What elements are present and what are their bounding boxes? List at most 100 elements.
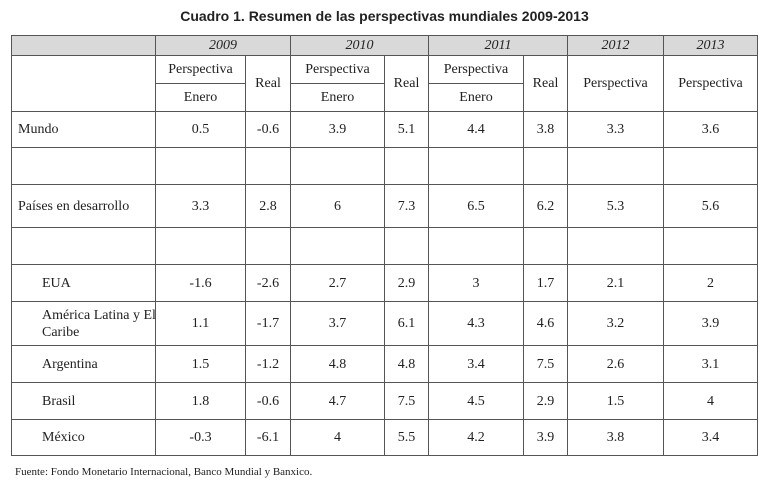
value-cell: 3.9 (290, 111, 385, 148)
empty-cell (155, 147, 246, 185)
value-cell: 3.7 (290, 301, 385, 346)
label-text: México (42, 430, 85, 445)
value-cell: 3.3 (155, 184, 246, 228)
subheader-row: Perspectiva Real Perspectiva Real Perspe… (11, 55, 758, 112)
perspectiva: Perspectiva (428, 55, 524, 84)
value-cell: 7.3 (384, 184, 429, 228)
empty-cell (384, 227, 429, 265)
value-cell: -1.2 (245, 345, 291, 383)
year: 2010 (290, 35, 429, 56)
value-cell: -0.3 (155, 419, 246, 456)
empty-cell (523, 227, 568, 265)
value-cell: -0.6 (245, 382, 291, 420)
empty-cell (155, 227, 246, 265)
empty-cell (523, 147, 568, 185)
data-row: EUA -1.6 -2.6 2.7 2.9 3 1.7 2.1 2 (11, 264, 758, 302)
value-cell: 5.5 (384, 419, 429, 456)
enero: Enero (428, 83, 524, 112)
row-label: América Latina y El Caribe (11, 301, 156, 346)
value-cell: 6.2 (523, 184, 568, 228)
value-cell: 2.9 (384, 264, 429, 302)
empty-cell (245, 227, 291, 265)
value-cell: 3.9 (663, 301, 758, 346)
empty-cell (567, 147, 664, 185)
value-cell: 2.7 (290, 264, 385, 302)
value-cell: 4.3 (428, 301, 524, 346)
value-cell: 3.9 (523, 419, 568, 456)
value-cell: -0.6 (245, 111, 291, 148)
table-title: Cuadro 1. Resumen de las perspectivas mu… (180, 8, 589, 24)
data-row: México -0.3 -6.1 4 5.5 4.2 3.9 3.8 3.4 (11, 419, 758, 456)
data-row: América Latina y El Caribe 1.1 -1.7 3.7 6.1 4… (11, 301, 758, 346)
value-cell: 1.7 (523, 264, 568, 302)
value-cell: -6.1 (245, 419, 291, 456)
empty-cell (428, 147, 524, 185)
row-label: EUA (11, 264, 156, 302)
value-cell: 7.5 (384, 382, 429, 420)
real: Real (245, 55, 291, 112)
empty-cell (290, 227, 385, 265)
value-cell: -2.6 (245, 264, 291, 302)
value-cell: 3.2 (567, 301, 664, 346)
row-label: Brasil (11, 382, 156, 420)
year: 2012 (567, 35, 664, 56)
value-cell: 4.8 (290, 345, 385, 383)
value-cell: 7.5 (523, 345, 568, 383)
value-cell: 4.4 (428, 111, 524, 148)
value-cell: 2.1 (567, 264, 664, 302)
data-table: 2009 2010 2011 2012 2013 Perspectiva Rea… (11, 35, 758, 456)
value-cell: 3.8 (567, 419, 664, 456)
value-cell: 3.8 (523, 111, 568, 148)
label-text: EUA (42, 275, 71, 291)
blank-cell (11, 55, 156, 112)
value-cell: 4 (663, 382, 758, 420)
empty-row (11, 147, 758, 185)
value-cell: 3.3 (567, 111, 664, 148)
value-cell: -1.6 (155, 264, 246, 302)
label-text: América Latina y El Caribe (42, 307, 156, 340)
year-row: 2009 2010 2011 2012 2013 (11, 35, 758, 56)
value-cell: 1.5 (567, 382, 664, 420)
empty-cell (428, 227, 524, 265)
perspectiva: Perspectiva (663, 55, 758, 112)
real: Real (523, 55, 568, 112)
empty-cell (567, 227, 664, 265)
source-note: Fuente: Fondo Monetario Internacional, B… (15, 466, 313, 478)
value-cell: 5.1 (384, 111, 429, 148)
value-cell: 3 (428, 264, 524, 302)
value-cell: 6.1 (384, 301, 429, 346)
data-row: Brasil 1.8 -0.6 4.7 7.5 4.5 2.9 1.5 4 (11, 382, 758, 420)
data-row: Países en desarrollo 3.3 2.8 6 7.3 6.5 6.2 5.3 5… (11, 184, 758, 228)
label-text: Mundo (18, 122, 59, 137)
label-text: Brasil (42, 393, 76, 409)
year: 2009 (155, 35, 291, 56)
corner-cell (11, 35, 156, 56)
subheader-row: Enero Enero Enero (12, 83, 758, 112)
empty-cell (663, 147, 758, 185)
value-cell: 3.6 (663, 111, 758, 148)
value-cell: 4.6 (523, 301, 568, 346)
data-row: Mundo 0.5 -0.6 3.9 5.1 4.4 3.8 3.3 3.6 (11, 111, 758, 148)
label-text: Países en desarrollo (18, 198, 130, 214)
row-label: Países en desarrollo (11, 184, 156, 228)
value-cell: 0.5 (155, 111, 246, 148)
data-row: Argentina 1.5 -1.2 4.8 4.8 3.4 7.5 2.6 3.1 (11, 345, 758, 383)
perspectiva: Perspectiva (567, 55, 664, 112)
value-cell: 1.5 (155, 345, 246, 383)
perspectiva: Perspectiva (155, 55, 246, 84)
value-cell: 4 (290, 419, 385, 456)
value-cell: -1.7 (245, 301, 291, 346)
value-cell: 2.6 (567, 345, 664, 383)
real: Real (384, 55, 429, 112)
value-cell: 6.5 (428, 184, 524, 228)
year: 2011 (428, 35, 568, 56)
perspectiva: Perspectiva (290, 55, 385, 84)
value-cell: 5.3 (567, 184, 664, 228)
value-cell: 4.8 (384, 345, 429, 383)
empty-cell (11, 227, 156, 265)
row-label: México (11, 419, 156, 456)
value-cell: 3.4 (428, 345, 524, 383)
value-cell: 2.9 (523, 382, 568, 420)
value-cell: 4.5 (428, 382, 524, 420)
